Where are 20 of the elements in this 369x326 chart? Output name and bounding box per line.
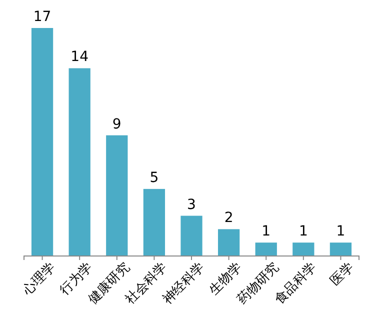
bar xyxy=(180,216,202,256)
bar xyxy=(31,28,54,256)
data-label: 1 xyxy=(298,224,308,240)
x-tick-label: 心理学 xyxy=(18,259,58,299)
bar xyxy=(106,135,128,256)
bar xyxy=(292,242,314,256)
data-label: 17 xyxy=(33,9,52,25)
bar xyxy=(330,242,352,256)
data-label: 1 xyxy=(262,224,271,240)
bar xyxy=(218,229,240,256)
data-label: 2 xyxy=(224,210,234,226)
bar xyxy=(255,242,277,256)
bar xyxy=(143,188,166,256)
data-label: 1 xyxy=(336,224,346,240)
bar xyxy=(68,68,90,256)
data-label: 9 xyxy=(112,116,122,132)
x-tick-label: 医学 xyxy=(328,260,357,289)
data-label: 5 xyxy=(150,170,159,186)
data-label: 14 xyxy=(70,49,89,66)
data-label: 3 xyxy=(187,196,196,213)
